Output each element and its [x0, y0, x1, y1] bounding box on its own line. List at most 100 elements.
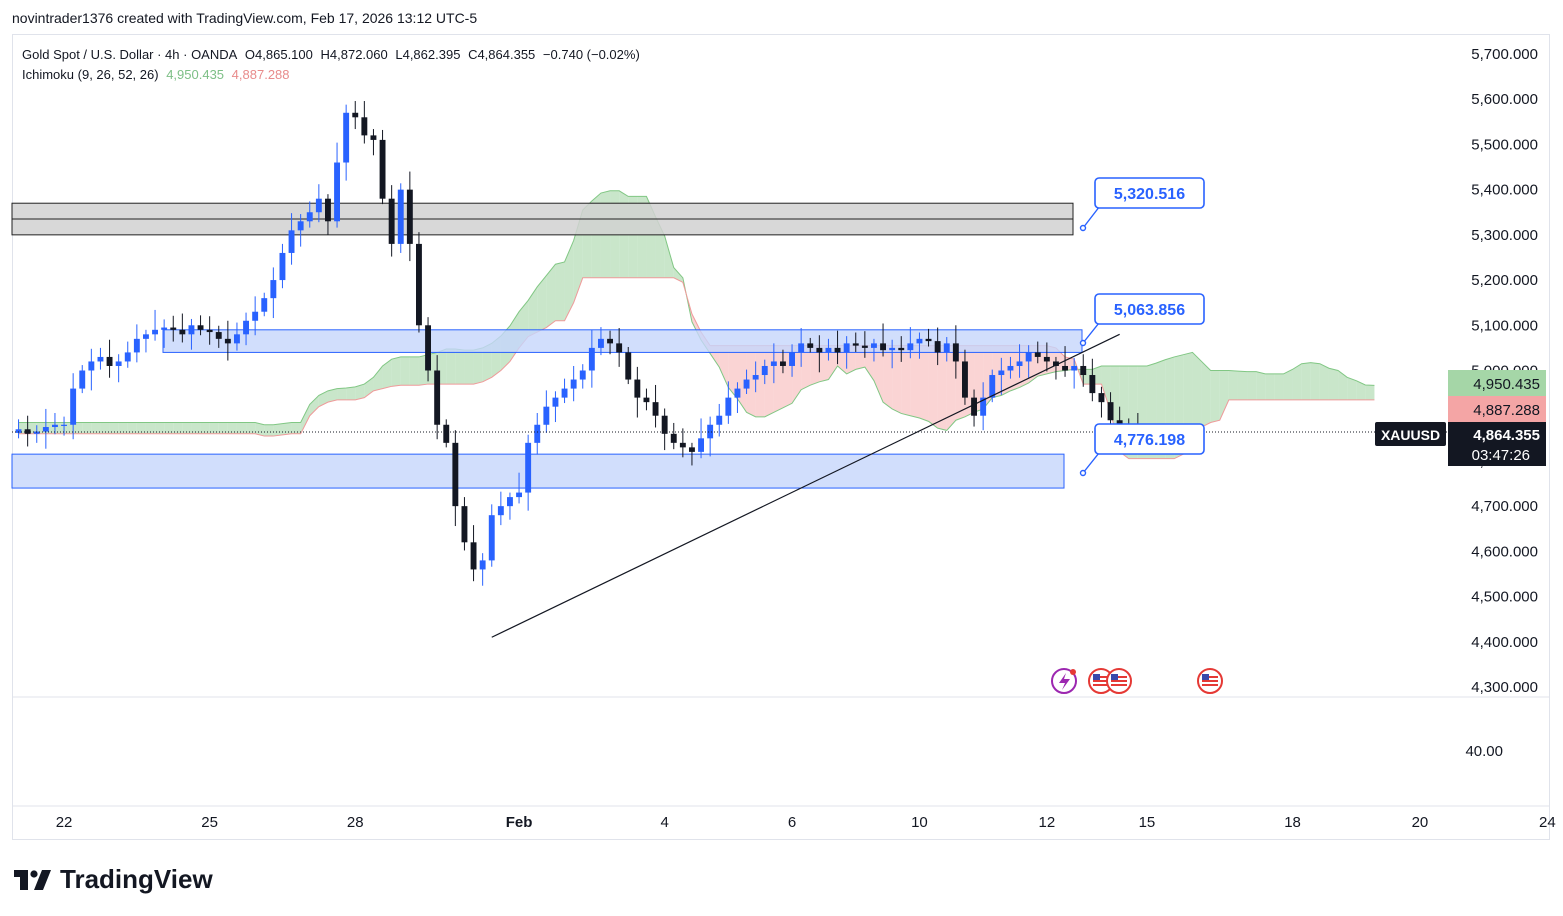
x-axis-tick-label: 18	[1284, 814, 1301, 831]
candle-body	[115, 361, 122, 366]
candle-body	[716, 415, 723, 425]
y-axis-tick-label: 5,100.000	[1471, 317, 1538, 334]
candle-body	[124, 352, 131, 362]
candle-body	[1053, 361, 1059, 366]
ichimoku-cloud-segment	[1319, 363, 1329, 400]
ichimoku-cloud-segment	[537, 275, 547, 333]
candle-body	[106, 356, 113, 366]
ichimoku-cloud-segment	[1101, 365, 1111, 412]
ichimoku-cloud-segment	[155, 422, 165, 434]
candle-body	[406, 189, 413, 244]
ichimoku-cloud-segment	[482, 343, 492, 382]
legend-indicator-value-a: 4,950.435	[166, 67, 225, 82]
x-axis-tick-label: 28	[347, 814, 364, 831]
ichimoku-cloud-segment	[236, 422, 247, 434]
candle-body	[88, 361, 95, 371]
ichimoku-cloud-segment	[873, 345, 884, 403]
ichimoku-cloud-segment	[164, 422, 174, 434]
candle-body	[798, 343, 805, 353]
level-callout-label: 4,776.198	[1114, 432, 1185, 449]
candle-body	[252, 311, 259, 321]
candle-body	[607, 338, 613, 344]
candle-body	[889, 347, 896, 351]
candle-body	[388, 198, 395, 244]
candle-body	[306, 212, 313, 222]
ichimoku-cloud-segment	[1247, 371, 1257, 400]
y-axis-tick-label: 4,300.000	[1471, 679, 1538, 696]
candle-body	[825, 347, 832, 353]
candle-body	[15, 429, 22, 433]
ichimoku-cloud-segment	[737, 345, 747, 413]
candle-body	[962, 361, 968, 398]
candle-body	[188, 325, 195, 335]
candle-body	[1089, 375, 1096, 394]
ichimoku-cloud-segment	[455, 349, 465, 385]
level-callout-box	[1094, 423, 1205, 455]
ichimoku-cloud-segment	[910, 345, 920, 418]
ichimoku-cloud-segment	[1310, 362, 1320, 400]
candle-body	[1107, 402, 1114, 421]
callout-anchor	[1079, 339, 1087, 347]
candle-body	[871, 343, 877, 348]
candle-body	[488, 515, 495, 561]
last-price-label: 4,864.355	[1473, 427, 1540, 444]
us-event-flag-icon[interactable]	[1197, 668, 1223, 694]
candle-body	[543, 406, 550, 425]
candle-body	[143, 334, 149, 339]
level-callout-box	[1094, 293, 1205, 325]
candle-body	[570, 379, 577, 389]
candle-body	[434, 370, 441, 425]
ichimoku-cloud-segment	[1283, 369, 1293, 400]
legend-low: L4,862.395	[395, 47, 461, 62]
candle-body	[352, 112, 359, 118]
ichimoku-cloud-segment	[1301, 362, 1311, 400]
span-b-price-label: 4,887.288	[1473, 402, 1540, 419]
earnings-event-icon[interactable]	[1051, 668, 1077, 694]
ichimoku-cloud-segment	[300, 404, 310, 434]
candle-body	[679, 442, 686, 448]
ichimoku-cloud-segment	[182, 422, 192, 434]
candle-body	[880, 343, 886, 351]
legend-indicator[interactable]: Ichimoku (9, 26, 52, 26)	[22, 67, 159, 82]
candle-body	[943, 343, 950, 353]
candle-body	[297, 221, 304, 231]
candle-body	[470, 542, 477, 570]
us-event-flag-icon[interactable]	[1106, 668, 1132, 694]
ichimoku-cloud-segment	[282, 422, 292, 435]
candle-body	[1034, 352, 1041, 357]
candle-body	[516, 492, 522, 498]
lower-support-zone	[11, 453, 1065, 489]
brand-name: TradingView	[60, 864, 213, 894]
candle-body	[334, 162, 340, 222]
candle-body	[734, 388, 741, 398]
y-axis-tick-label: 4,400.000	[1471, 634, 1538, 651]
legend-high: H4,872.060	[320, 47, 388, 62]
candle-body	[816, 347, 823, 353]
chart-caption: novintrader1376 created with TradingView…	[12, 10, 478, 26]
ichimoku-cloud-segment	[145, 422, 156, 434]
ichimoku-cloud-segment	[1010, 345, 1020, 391]
y-axis-tick-label: 5,200.000	[1471, 272, 1538, 289]
level-callout-box	[1094, 177, 1205, 209]
legend-symbol[interactable]: Gold Spot / U.S. Dollar · 4h · OANDA	[22, 47, 238, 62]
ichimoku-cloud-segment	[337, 388, 347, 400]
ichimoku-cloud-segment	[828, 345, 838, 380]
candle-body	[1080, 365, 1087, 376]
bar-countdown-label: 03:47:26	[1472, 447, 1530, 464]
candle-body	[279, 252, 286, 281]
ichimoku-cloud-segment	[719, 345, 729, 388]
candle-body	[70, 388, 77, 425]
candle-body	[634, 379, 641, 398]
ichimoku-cloud-segment	[382, 359, 392, 389]
ichimoku-cloud-segment	[446, 349, 456, 385]
x-axis-tick-label: 12	[1039, 814, 1056, 831]
ichimoku-cloud-segment	[1001, 345, 1011, 396]
legend-open: O4,865.100	[244, 47, 313, 62]
ichimoku-cloud-segment	[200, 422, 210, 434]
candle-body	[452, 442, 459, 507]
ichimoku-cloud-segment	[1328, 368, 1339, 400]
y-axis-tick-label: 4,600.000	[1471, 543, 1538, 560]
candle-body	[689, 447, 695, 452]
candle-body	[934, 341, 941, 353]
